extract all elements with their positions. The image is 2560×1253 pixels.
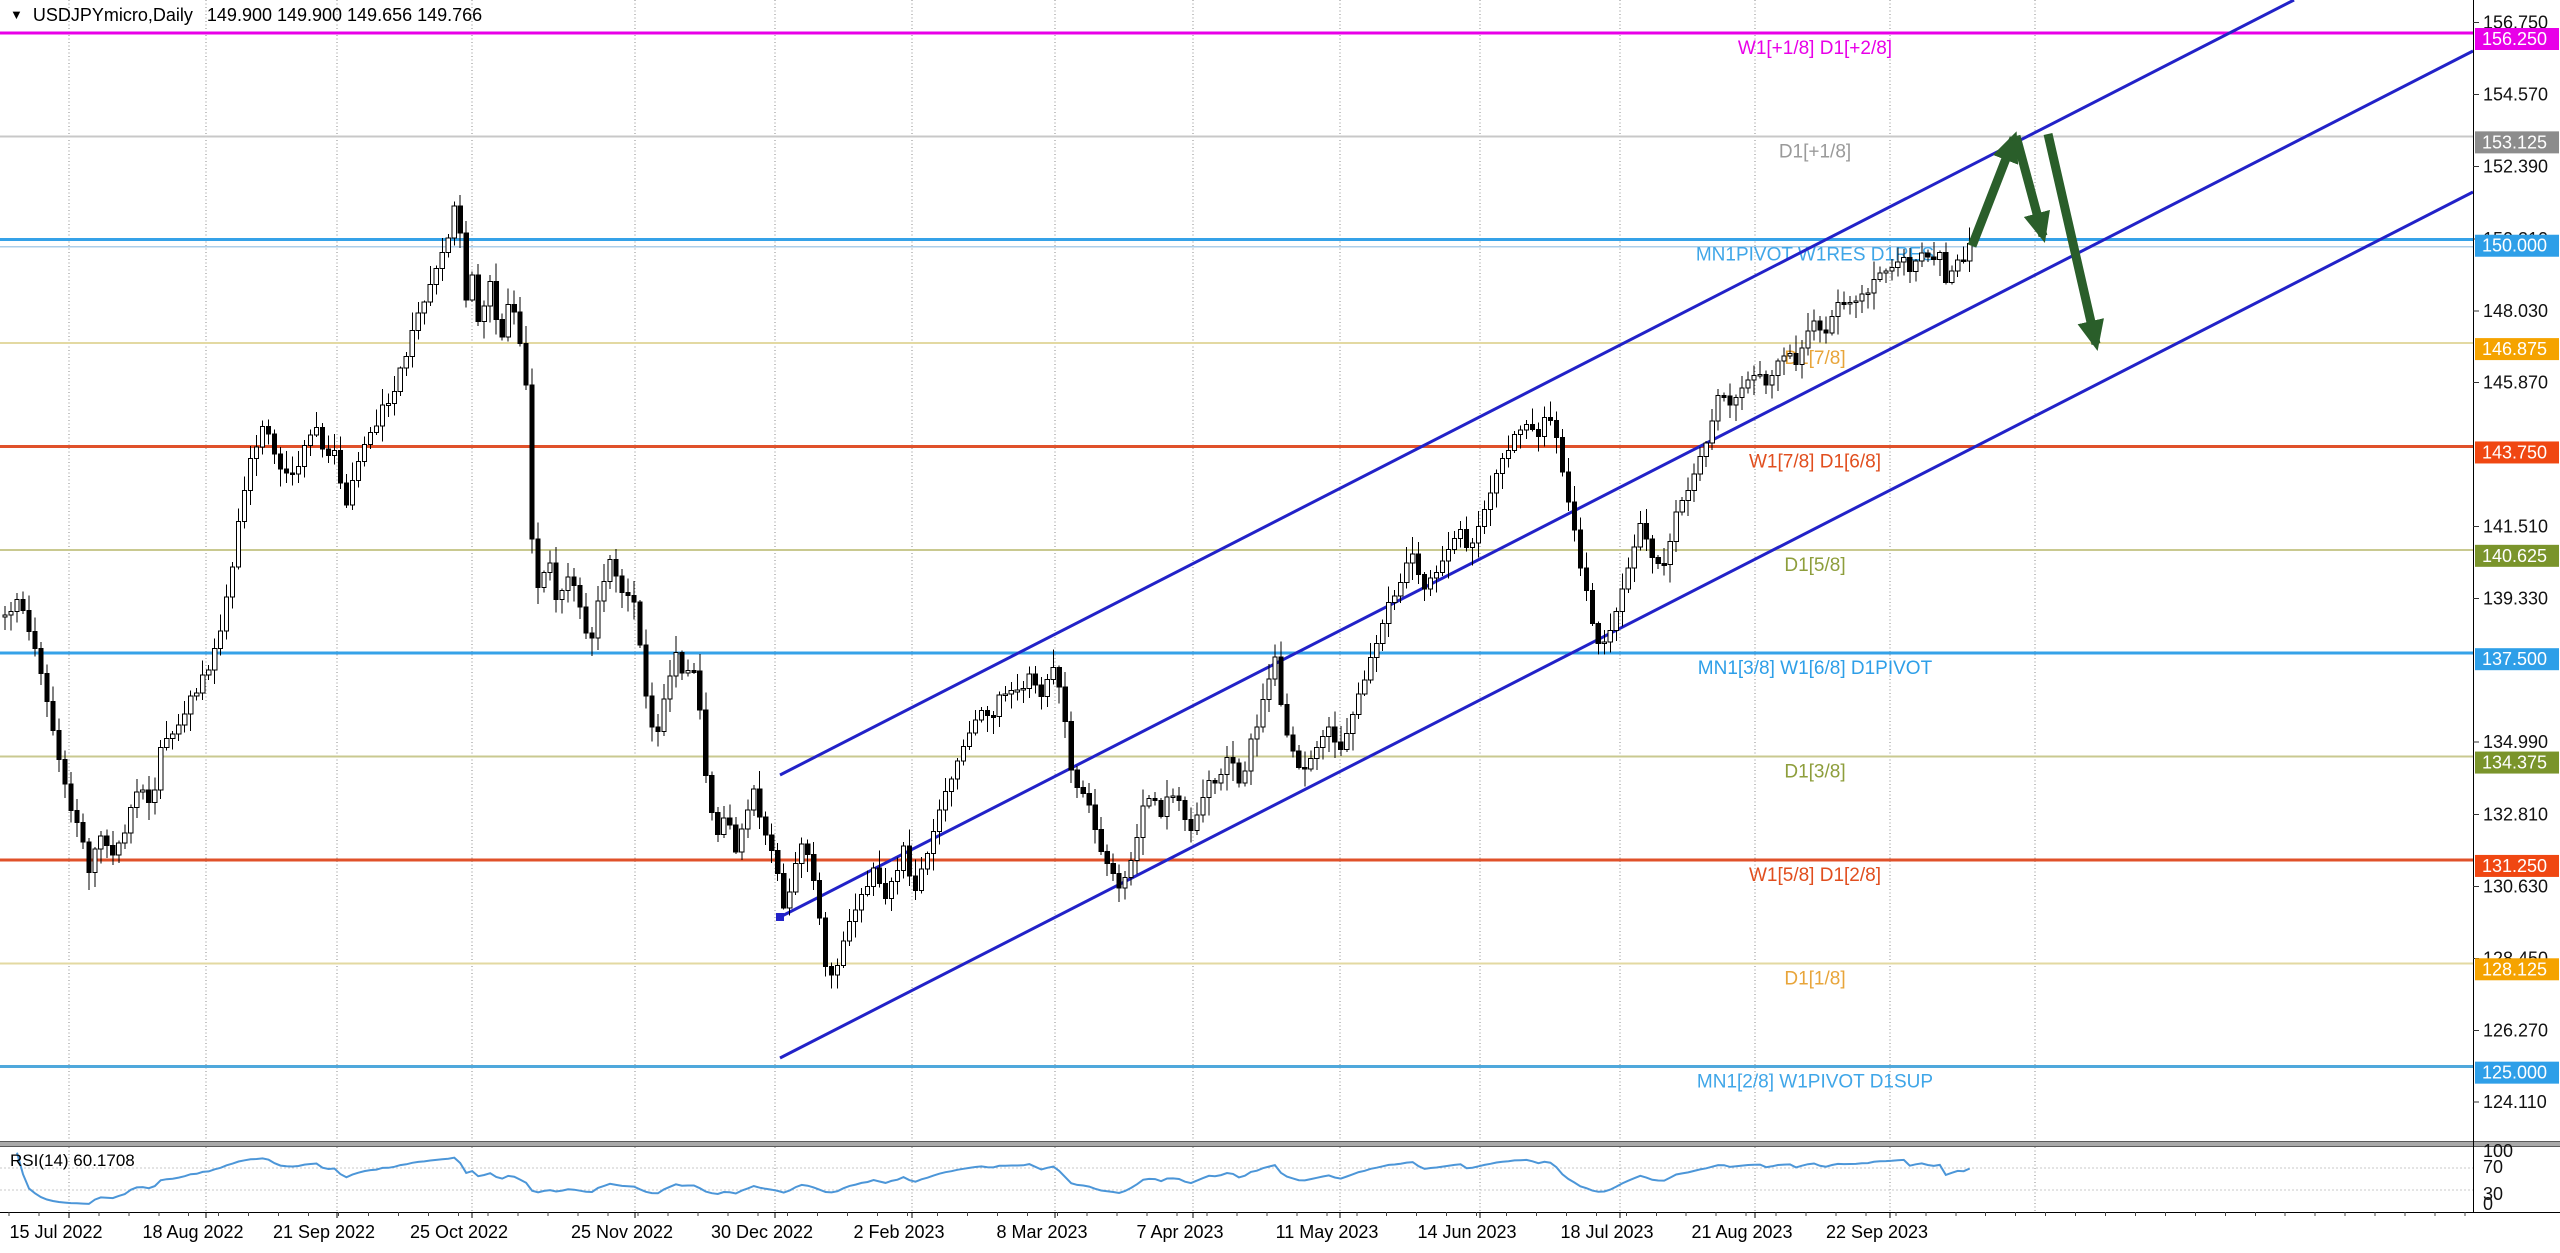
rsi-axis-label: 0 [2483, 1194, 2493, 1214]
date-label: 7 Apr 2023 [1136, 1222, 1223, 1242]
rsi-indicator-label: RSI(14) 60.1708 [10, 1151, 135, 1170]
date-label: 21 Aug 2023 [1691, 1222, 1792, 1242]
price-tick-label: 156.750 [2483, 12, 2548, 32]
price-tick-label: 134.990 [2483, 732, 2548, 752]
symbol-title: USDJPYmicro,Daily [32, 5, 193, 25]
price-badge-label: 137.500 [2482, 649, 2547, 669]
price-tick-label: 152.390 [2483, 157, 2548, 177]
price-badge-label: 153.125 [2482, 132, 2547, 152]
price-badge-label: 140.625 [2482, 546, 2547, 566]
price-badge [2475, 441, 2559, 464]
price-badge-label: 125.000 [2482, 1063, 2547, 1083]
time-gridlines [68, 0, 2036, 1212]
price-badge [2475, 751, 2559, 774]
murrey-level-labels: W1[+1/8] D1[+2/8] D1[+1/8] MN1PIVOT W1RES … [1696, 38, 1934, 1093]
price-badge-label: 156.250 [2482, 29, 2547, 49]
price-tick-label: 132.810 [2483, 804, 2548, 824]
rsi-axis-label: 30 [2483, 1184, 2503, 1204]
price-tick-label: 148.030 [2483, 301, 2548, 321]
date-label: 2 Feb 2023 [853, 1222, 944, 1242]
rsi-line [16, 1152, 1971, 1205]
murrey-label: W1[+1/8] D1[+2/8] [1738, 38, 1892, 59]
price-axis[interactable]: 156.750154.570152.390150.210148.030145.8… [2473, 0, 2559, 1214]
murrey-label: D1[5/8] [1784, 555, 1845, 576]
date-label: 21 Sep 2022 [273, 1222, 375, 1242]
rsi-axis-label: 100 [2483, 1141, 2513, 1161]
rsi-axis-label: 70 [2483, 1157, 2503, 1177]
price-badge-label: 146.875 [2482, 339, 2547, 359]
trend-arrow[interactable] [2011, 134, 2050, 243]
date-label: 15 Jul 2022 [9, 1222, 102, 1242]
murrey-label: MN1PIVOT W1RES D1RES [1696, 245, 1934, 266]
rsi-pane[interactable] [0, 1152, 2473, 1205]
price-badge [2475, 338, 2559, 361]
price-badge-label: 134.375 [2482, 753, 2547, 773]
price-tick-label: 130.630 [2483, 876, 2548, 896]
ohlc-values: 149.900 149.900 149.656 149.766 [206, 5, 483, 25]
price-badge [2475, 1061, 2559, 1084]
price-tick-label: 124.110 [2483, 1092, 2547, 1112]
date-label: 14 Jun 2023 [1417, 1222, 1516, 1242]
price-badge [2475, 854, 2559, 877]
price-badge-label: 150.000 [2482, 236, 2547, 256]
murrey-label: D1[+1/8] [1779, 141, 1851, 162]
candlestick-series [2, 195, 1973, 989]
date-label: 11 May 2023 [1276, 1222, 1379, 1242]
date-label: 18 Jul 2023 [1560, 1222, 1653, 1242]
time-axis[interactable]: 15 Jul 2022 18 Aug 2022 21 Sep 2022 25 Oct … [0, 1212, 2560, 1242]
trend-arrow[interactable] [1967, 131, 2019, 248]
price-badge [2475, 544, 2559, 567]
symbol-dropdown-icon[interactable]: ▼ [10, 7, 23, 22]
murrey-label: MN1[2/8] W1PIVOT D1SUP [1697, 1072, 1933, 1093]
symbol-ohlc-overlay: ▼ USDJPYmicro,Daily 149.900 149.900 149.65… [10, 5, 482, 26]
price-tick-label: 139.330 [2483, 589, 2548, 609]
date-label: 18 Aug 2022 [142, 1222, 243, 1242]
price-badge [2475, 131, 2559, 154]
channel-line[interactable] [779, 0, 2295, 777]
price-badge [2475, 28, 2559, 50]
date-label: 30 Dec 2022 [711, 1222, 813, 1242]
murrey-label: D1[3/8] [1784, 762, 1845, 783]
price-badge-label: 128.125 [2482, 959, 2547, 979]
price-tick-label: 154.570 [2483, 85, 2548, 105]
murrey-label: W1[7/8] D1[6/8] [1749, 451, 1881, 472]
murrey-label: D1[1/8] [1784, 968, 1845, 989]
channel-line[interactable] [779, 49, 2474, 919]
channel-anchor-handle[interactable] [776, 913, 784, 921]
channel-line[interactable] [779, 190, 2474, 1060]
date-label: 8 Mar 2023 [996, 1222, 1087, 1242]
murrey-label: W1[5/8] D1[2/8] [1749, 865, 1881, 886]
date-label: 25 Oct 2022 [410, 1222, 508, 1242]
forecast-arrow-annotation[interactable] [1967, 131, 2104, 352]
price-tick-label: 145.870 [2483, 372, 2548, 392]
price-badge-label: 131.250 [2482, 856, 2547, 876]
price-badge [2475, 234, 2559, 257]
price-tick-label: 126.270 [2483, 1021, 2548, 1041]
price-badge-label: 143.750 [2482, 442, 2547, 462]
date-label: 25 Nov 2022 [571, 1222, 673, 1242]
murrey-level-lines[interactable] [0, 31, 2473, 1069]
channel-trendlines[interactable] [776, 0, 2474, 1060]
trend-arrow[interactable] [2043, 132, 2104, 352]
date-label: 22 Sep 2023 [1826, 1222, 1928, 1242]
price-badge [2475, 648, 2559, 671]
murrey-label: MN1[3/8] W1[6/8] D1PIVOT [1698, 658, 1933, 679]
price-badge [2475, 958, 2559, 981]
pane-separator[interactable] [0, 1141, 2560, 1147]
price-tick-label: 141.510 [2483, 517, 2548, 537]
